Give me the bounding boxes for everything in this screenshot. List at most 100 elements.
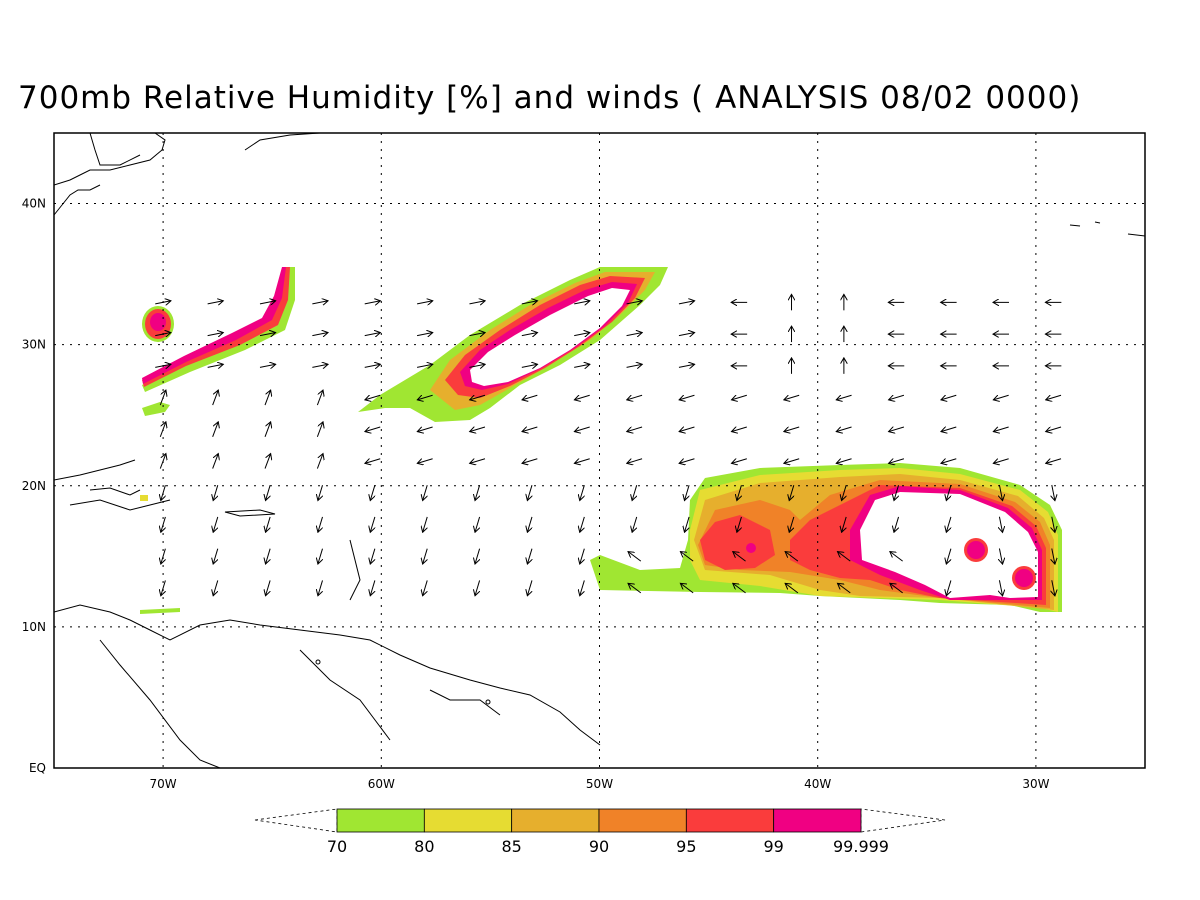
wind-arrow <box>259 301 276 304</box>
wind-arrow <box>207 301 224 304</box>
wind-arrow <box>580 516 585 532</box>
wind-arrow <box>417 427 433 432</box>
wind-arrow <box>522 394 538 400</box>
wind-arrow <box>580 580 585 595</box>
wind-arrow <box>469 364 485 367</box>
wind-arrow <box>784 459 800 464</box>
wind-arrow <box>266 580 271 595</box>
wind-arrow <box>470 395 486 400</box>
colorbar-level-label: 80 <box>414 837 434 856</box>
lon-tick-label: 30W <box>1022 777 1049 791</box>
wind-arrow <box>731 459 747 464</box>
wind-arrow <box>1052 484 1055 501</box>
wind-arrow <box>364 301 381 304</box>
wind-arrow <box>475 580 481 595</box>
wind-arrow <box>580 548 585 564</box>
wind-arrow <box>627 459 643 464</box>
lat-tick-label: 40N <box>22 197 46 211</box>
wind-arrow <box>470 427 486 432</box>
wind-arrow <box>318 548 323 564</box>
wind-arrow <box>161 485 166 500</box>
coastlines <box>54 133 1145 768</box>
wind-arrow <box>159 454 166 469</box>
plot-frame <box>53 132 1146 769</box>
wind-arrow <box>626 333 643 336</box>
wind-arrow <box>999 548 1002 564</box>
wind-arrow <box>889 427 905 432</box>
wind-arrow <box>522 458 538 464</box>
wind-arrow <box>890 583 903 594</box>
wind-arrow <box>159 422 166 437</box>
wind-arrow <box>993 426 1009 432</box>
wind-arrow <box>423 516 428 532</box>
wind-arrow <box>941 427 957 432</box>
wind-arrow <box>155 333 171 336</box>
wind-arrow <box>731 395 747 400</box>
wind-arrow <box>155 301 171 304</box>
colorbar-left-extension <box>254 808 338 833</box>
wind-arrow <box>941 459 957 464</box>
wind-arrow <box>266 548 271 564</box>
wind-arrow <box>837 552 851 562</box>
wind-arrow <box>423 548 428 564</box>
wind-arrow <box>475 548 481 564</box>
wind-arrow <box>417 459 433 464</box>
wind-arrow <box>680 583 694 594</box>
lon-tick-label: 70W <box>150 777 177 791</box>
colorbar-swatch <box>685 808 775 833</box>
wind-arrow <box>213 580 219 595</box>
wind-vectors <box>155 294 1062 596</box>
wind-arrow <box>993 458 1009 464</box>
colorbar: 70 80 85 90 95 99 99.999 <box>254 808 946 856</box>
wind-arrow <box>580 485 585 500</box>
wind-arrow <box>737 516 742 532</box>
colorbar-swatch <box>336 808 425 833</box>
wind-arrow <box>264 422 271 437</box>
wind-arrow <box>259 333 276 336</box>
wind-arrow <box>212 422 219 437</box>
wind-arrow <box>842 485 847 500</box>
wind-arrow <box>890 552 903 562</box>
wind-arrow <box>941 395 957 400</box>
wind-arrow <box>161 516 166 532</box>
wind-arrow <box>370 516 376 532</box>
wind-arrow <box>527 516 533 532</box>
wind-arrow <box>259 364 276 367</box>
wind-arrow <box>894 516 899 532</box>
lat-tick-label: EQ <box>29 761 46 775</box>
wind-arrow <box>626 364 643 367</box>
wind-arrow <box>737 485 742 500</box>
wind-arrow <box>1052 548 1055 564</box>
wind-arrow <box>785 583 799 594</box>
wind-arrow <box>574 301 590 304</box>
wind-arrow <box>679 458 695 464</box>
wind-arrow <box>574 427 590 432</box>
wind-arrow <box>680 552 694 562</box>
wind-arrow <box>416 301 433 304</box>
wind-arrow <box>364 333 381 336</box>
wind-arrow <box>842 516 847 532</box>
wind-arrow <box>789 516 794 532</box>
wind-arrow <box>1046 395 1062 400</box>
grid-lines <box>54 133 1145 768</box>
wind-arrow <box>1052 516 1055 533</box>
wind-arrow <box>213 485 218 500</box>
wind-arrow <box>678 301 695 304</box>
wind-arrow <box>1052 580 1055 596</box>
wind-arrow <box>316 454 323 469</box>
wind-arrow <box>733 552 746 562</box>
wind-arrow <box>999 516 1002 533</box>
wind-arrow <box>475 485 480 500</box>
colorbar-level-label: 95 <box>676 837 696 856</box>
wind-arrow <box>312 333 328 336</box>
wind-arrow <box>574 364 590 367</box>
colorbar-level-label: 85 <box>501 837 521 856</box>
wind-arrow <box>1046 459 1062 464</box>
wind-arrow <box>155 364 171 367</box>
wind-arrow <box>527 548 533 564</box>
wind-arrow <box>370 485 375 500</box>
wind-arrow <box>370 580 376 595</box>
wind-arrow <box>316 422 323 437</box>
wind-arrow <box>416 333 433 336</box>
wind-arrow <box>316 390 323 406</box>
